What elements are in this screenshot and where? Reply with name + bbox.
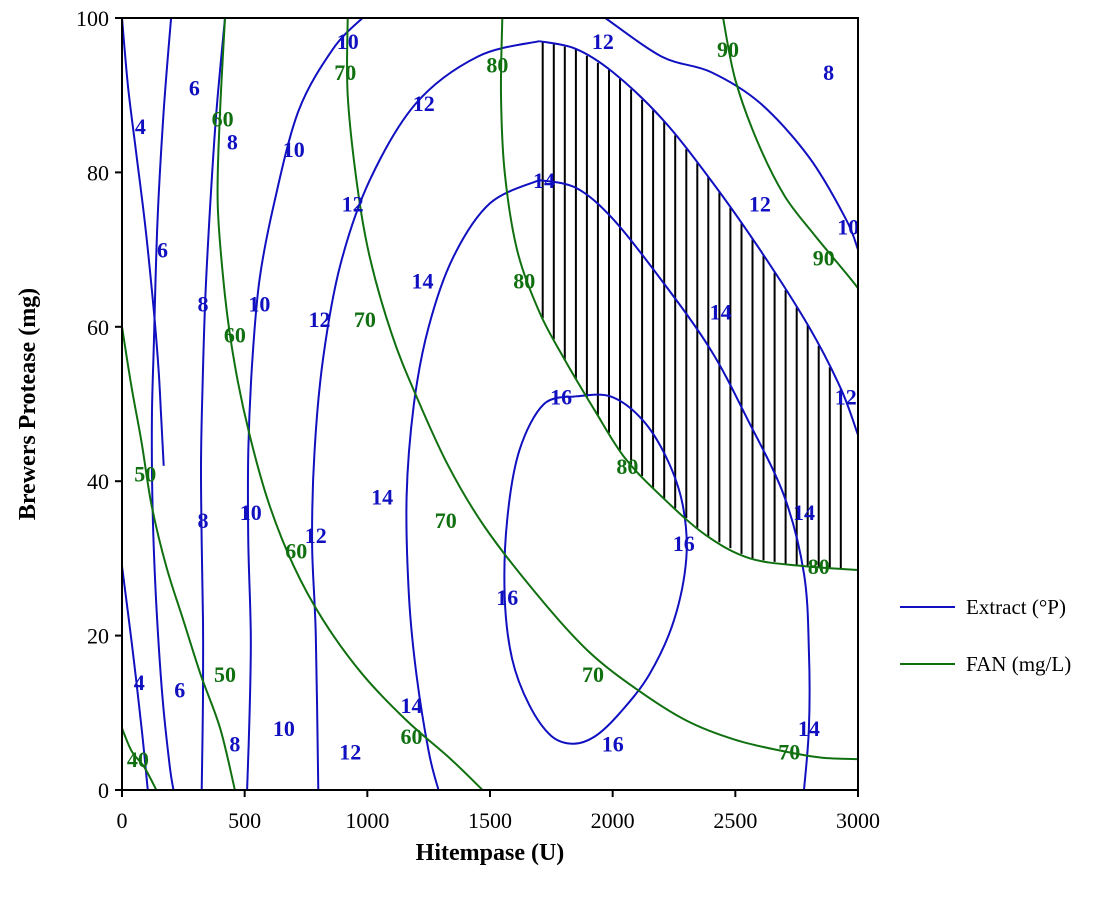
extract-contour-label-e12d: 12 [305,523,327,548]
fan-contour-60-0 [216,18,484,790]
contour-labels: 4 4 6 6 6 8 8 8 8 8 10 10 10 10 10 10 12 12 12 12 12 12 12 12 14… [127,29,859,772]
legend: Extract (°P) FAN (mg/L) [900,595,1071,676]
extract-contour-label-e10a: 10 [337,29,359,54]
extract-contour-label-e12h: 12 [835,384,857,409]
extract-contour-label-e14b: 14 [371,485,393,510]
extract-contour-12-0 [311,40,540,790]
extract-contour-label-e8c: 8 [198,508,209,533]
fan-contour-label-f60b: 60 [224,323,246,348]
fan-contour-label-f60c: 60 [285,539,307,564]
fan-contour-label-f70d: 70 [582,662,604,687]
fan-contour-label-f90b: 90 [813,245,835,270]
fan-contour-label-f60d: 60 [401,724,423,749]
contour-lines [122,18,858,790]
extract-contour-label-e10c: 10 [248,292,270,317]
extract-contour-label-e8e: 8 [823,60,834,85]
x-tick-label-2500: 2500 [713,808,757,833]
fan-contour-label-f70b: 70 [354,307,376,332]
extract-contour-label-e14g: 14 [798,716,820,741]
legend-label-extract: Extract (°P) [966,595,1066,619]
fan-contour-label-f60a: 60 [212,106,234,131]
x-tick-label-500: 500 [228,808,261,833]
extract-contour-8-0 [199,18,226,790]
axes: 0 500 1000 1500 2000 2500 3000 0 20 40 60 80 100 [76,6,880,833]
y-axis-title: Brewers Protease (mg) [15,288,41,520]
fan-contour-label-f90a: 90 [717,37,739,62]
y-tick-label-80: 80 [87,160,109,185]
x-tick-label-1000: 1000 [345,808,389,833]
extract-contour-label-e12g: 12 [749,191,771,216]
extract-contour-label-e16d: 16 [602,732,624,757]
extract-contour-label-e6a: 6 [189,76,200,101]
extract-contour-label-e14a: 14 [412,269,434,294]
extract-contour-label-e6c: 6 [174,678,185,703]
extract-contour-10-0 [246,18,364,790]
extract-contour-label-e10d: 10 [240,500,262,525]
extract-contour-label-e12c: 12 [309,307,331,332]
extract-contour-14-1 [538,179,811,790]
fan-contour-50-0 [122,326,236,790]
extract-contour-label-e10f: 10 [837,214,859,239]
fan-contour-label-f70c: 70 [435,508,457,533]
extract-contour-label-e12a: 12 [413,91,435,116]
extract-contour-label-e14e: 14 [710,299,732,324]
extract-contour-16-0 [503,393,688,745]
fan-contour-80-0 [499,18,858,571]
extract-contour-label-e12b: 12 [342,191,364,216]
fan-contour-label-f50b: 50 [214,662,236,687]
fan-contour-label-f80d: 80 [808,554,830,579]
extract-contour-label-e12f: 12 [592,29,614,54]
y-tick-label-40: 40 [87,469,109,494]
x-tick-label-1500: 1500 [468,808,512,833]
fan-contour-label-f70e: 70 [778,739,800,764]
extract-contour-label-e4a: 4 [135,114,146,139]
extract-contour-label-e14f: 14 [793,500,815,525]
fan-contour-label-f50a: 50 [134,462,156,487]
extract-contour-label-e10b: 10 [283,137,305,162]
fan-contour-label-f80a: 80 [486,52,508,77]
extract-contour-12-1 [538,40,858,436]
fan-contour-label-f70a: 70 [334,60,356,85]
y-tick-label-100: 100 [76,6,109,31]
fan-contour-label-f80c: 80 [616,454,638,479]
extract-contour-14-0 [405,179,540,790]
extract-contour-6-0 [150,18,175,790]
optimum-region-hatch [541,41,842,569]
fan-contour-90-0 [722,18,858,289]
extract-contour-label-e14d: 14 [533,168,555,193]
extract-contour-label-e6b: 6 [157,238,168,263]
extract-contour-label-e8b: 8 [198,292,209,317]
y-tick-label-20: 20 [87,624,109,649]
extract-contour-label-e16a: 16 [550,384,572,409]
extract-contour-label-e14c: 14 [401,693,423,718]
extract-contour-label-e16b: 16 [673,531,695,556]
x-tick-label-0: 0 [117,808,128,833]
fan-contour-40-0 [122,727,158,790]
x-tick-label-2000: 2000 [591,808,635,833]
extract-contour-label-e12e: 12 [339,739,361,764]
y-tick-label-60: 60 [87,315,109,340]
extract-contour-4-0 [122,565,149,790]
extract-contour-label-e16c: 16 [496,585,518,610]
x-axis-title: Hitempase (U) [416,840,565,866]
extract-contour-4-1 [122,18,165,466]
extract-contour-label-e8d: 8 [229,732,240,757]
fan-contour-label-f80b: 80 [513,269,535,294]
fan-contour-label-f40: 40 [127,747,149,772]
fan-contour-70-0 [345,18,858,761]
x-tick-label-3000: 3000 [836,808,880,833]
y-tick-label-0: 0 [98,778,109,803]
extract-contour-label-e10e: 10 [273,716,295,741]
extract-contour-label-e4b: 4 [134,670,145,695]
extract-contour-label-e8a: 8 [227,130,238,155]
extract-contour-10-1 [604,18,858,250]
legend-label-fan: FAN (mg/L) [966,652,1071,676]
